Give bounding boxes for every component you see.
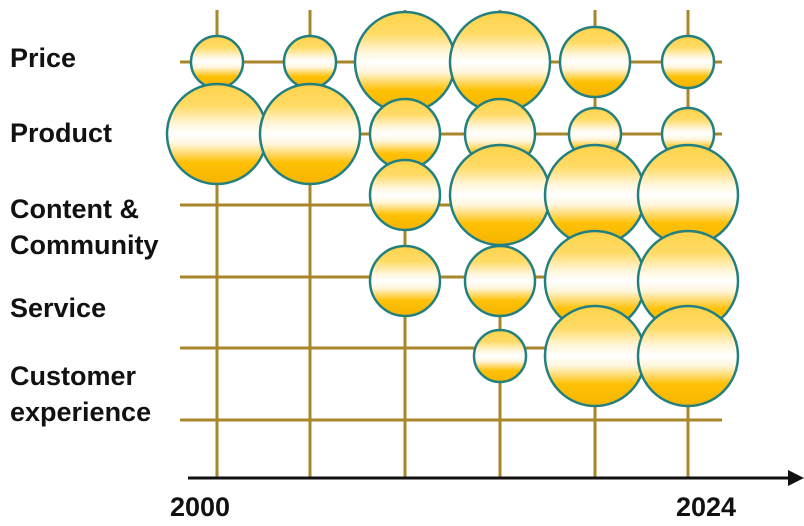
axis-end-year: 2024 (676, 492, 737, 522)
row-label-content-line-2: Community (10, 230, 159, 260)
row-label-customer-line-2: experience (10, 397, 152, 427)
bubble (165, 82, 269, 186)
bubble (353, 10, 457, 114)
timeline-axis (188, 470, 804, 486)
row-label-product: Product (10, 115, 112, 151)
bubble (472, 328, 528, 384)
row-label-product-text: Product (10, 118, 113, 148)
bubble (558, 25, 632, 99)
row-label-content-community: Content & Community (10, 191, 159, 263)
bubble (189, 34, 245, 90)
row-label-customer-line-1: Customer (10, 361, 137, 391)
row-label-price-text: Price (10, 43, 77, 73)
row-label-customer-experience: Customer experience (10, 358, 151, 430)
timeline-arrowhead-icon (788, 470, 804, 486)
bubble (258, 82, 362, 186)
row-label-price: Price (10, 40, 76, 76)
bubble (368, 97, 442, 171)
bubble (448, 143, 552, 247)
bubble (368, 158, 442, 232)
bubble (543, 304, 647, 408)
bubble (448, 10, 552, 114)
bubble (463, 244, 537, 318)
row-label-service-text: Service (10, 293, 107, 323)
row-label-content-line-1: Content & (10, 194, 139, 224)
bubble (660, 34, 716, 90)
bubble (636, 304, 740, 408)
bubble (368, 244, 442, 318)
bubbles (165, 10, 740, 408)
bubble (282, 34, 338, 90)
row-label-service: Service (10, 290, 106, 326)
axis-start-year: 2000 (170, 492, 231, 522)
